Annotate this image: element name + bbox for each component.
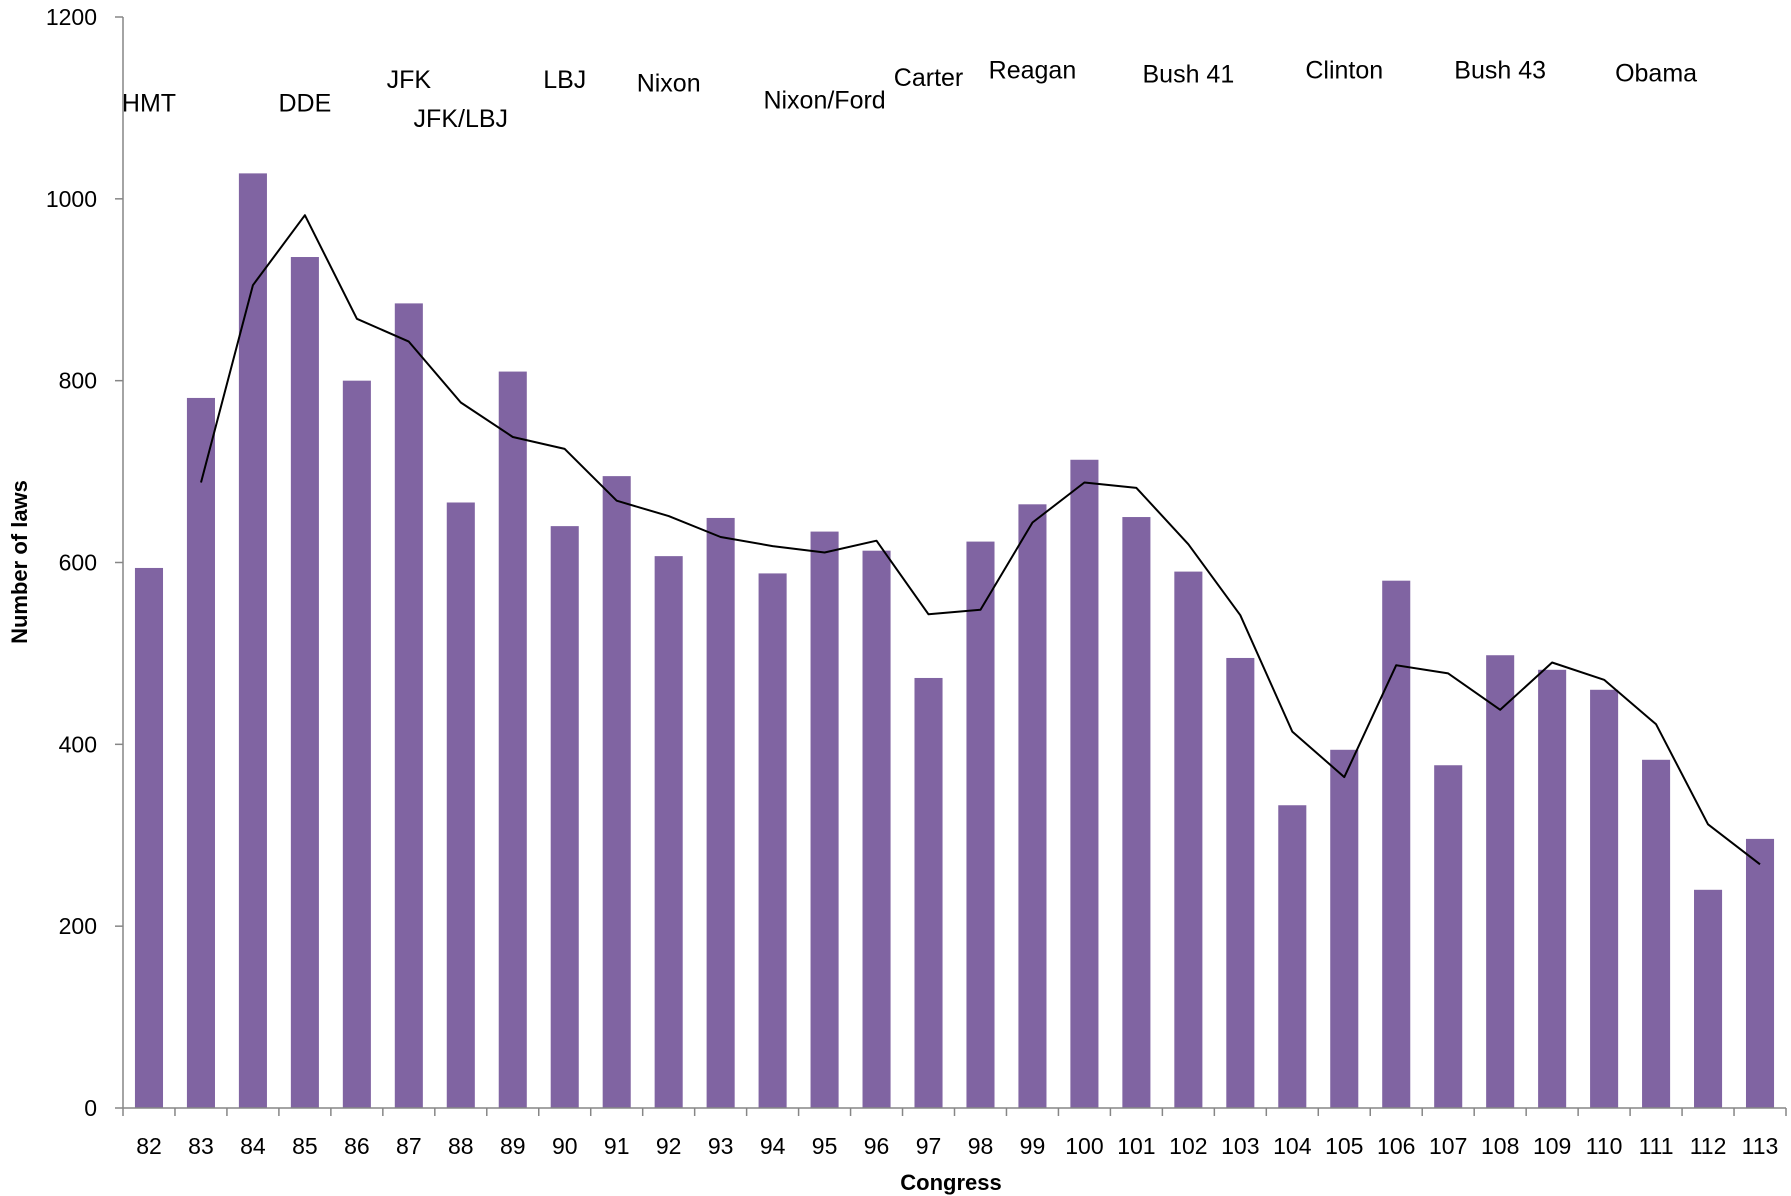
- y-axis-ticks: 0 200 400 600 800 1000 1200: [46, 4, 123, 1121]
- y-axis-title: Number of laws: [7, 480, 32, 644]
- y-tick-label: 600: [59, 550, 97, 576]
- bar-congress-83: [186, 397, 215, 1109]
- president-label: DDE: [278, 89, 331, 117]
- bar-congress-111: [1642, 759, 1671, 1108]
- x-tick-label: 85: [292, 1133, 318, 1159]
- bar-congress-86: [342, 380, 371, 1109]
- president-label: LBJ: [543, 66, 586, 94]
- bar-congress-97: [914, 677, 943, 1108]
- president-label: Nixon/Ford: [763, 87, 885, 115]
- bar-congress-104: [1278, 805, 1307, 1108]
- trend-line: [200, 214, 1761, 866]
- bar-congress-90: [550, 526, 579, 1108]
- x-tick-label: 90: [552, 1133, 578, 1159]
- x-tick-label: 100: [1065, 1133, 1103, 1159]
- x-tick-label: 93: [708, 1133, 734, 1159]
- bar-series: [134, 173, 1775, 1109]
- bar-congress-107: [1434, 765, 1463, 1108]
- x-tick-label: 104: [1273, 1133, 1312, 1159]
- bar-congress-95: [810, 531, 839, 1108]
- president-label: Carter: [894, 64, 963, 92]
- y-tick-label: 1000: [46, 186, 97, 212]
- bar-congress-82: [134, 567, 164, 1108]
- bar-congress-106: [1382, 580, 1411, 1108]
- bar-congress-102: [1174, 571, 1203, 1108]
- president-label: Nixon: [637, 69, 701, 97]
- bar-congress-92: [654, 556, 683, 1108]
- president-label: Clinton: [1305, 57, 1383, 85]
- bar-congress-110: [1590, 689, 1619, 1108]
- bar-congress-101: [1122, 517, 1151, 1108]
- x-tick-label: 97: [916, 1133, 942, 1159]
- president-label: HMT: [122, 89, 176, 117]
- bar-congress-109: [1538, 669, 1567, 1108]
- x-tick-label: 96: [864, 1133, 890, 1159]
- x-tick-label: 101: [1117, 1133, 1155, 1159]
- x-tick-label: 107: [1429, 1133, 1467, 1159]
- x-tick-label: 95: [812, 1133, 838, 1159]
- president-label: JFK: [387, 66, 432, 94]
- x-tick-label: 88: [448, 1133, 474, 1159]
- bar-congress-100: [1070, 459, 1099, 1108]
- x-tick-label: 106: [1377, 1133, 1415, 1159]
- x-tick-label: 112: [1690, 1133, 1727, 1159]
- x-tick-label: 113: [1742, 1133, 1779, 1159]
- x-axis-tick-labels: 82 83 84 85 86 87 88 89 90 91 92 93 94 95 96 97 98 99 100 1…: [122, 1108, 1787, 1159]
- bar-congress-85: [290, 257, 319, 1108]
- bar-congress-91: [602, 476, 631, 1109]
- president-label: Bush 41: [1142, 60, 1234, 88]
- y-tick-label: 1200: [46, 4, 97, 30]
- y-tick-label: 0: [84, 1095, 97, 1121]
- x-tick-label: 86: [344, 1133, 370, 1159]
- y-tick-label: 200: [59, 913, 97, 939]
- bar-congress-103: [1226, 657, 1255, 1108]
- bar-congress-96: [862, 550, 891, 1108]
- x-tick-label: 84: [240, 1133, 266, 1159]
- x-tick-label: 103: [1221, 1133, 1259, 1159]
- x-tick-label: 89: [500, 1133, 526, 1159]
- president-label: JFK/LBJ: [414, 105, 508, 133]
- president-label: Reagan: [989, 57, 1077, 85]
- x-tick-label: 108: [1481, 1133, 1519, 1159]
- x-tick-label: 110: [1586, 1133, 1623, 1159]
- x-tick-label: 83: [188, 1133, 214, 1159]
- x-axis-title: Congress: [900, 1170, 1001, 1195]
- x-tick-label: 98: [968, 1133, 994, 1159]
- bar-congress-99: [1018, 504, 1047, 1108]
- president-label: Obama: [1615, 59, 1697, 87]
- x-tick-label: 94: [760, 1133, 786, 1159]
- y-tick-label: 800: [59, 368, 97, 394]
- bar-congress-105: [1330, 749, 1359, 1108]
- bar-congress-88: [446, 502, 475, 1108]
- bar-congress-87: [394, 303, 423, 1108]
- x-tick-label: 109: [1533, 1133, 1571, 1159]
- bar-congress-108: [1486, 655, 1515, 1108]
- bar-congress-89: [498, 371, 527, 1108]
- bar-congress-94: [758, 573, 787, 1108]
- x-tick-label: 92: [656, 1133, 682, 1159]
- president-label: Bush 43: [1454, 57, 1546, 85]
- bar-congress-112: [1694, 889, 1723, 1108]
- x-tick-label: 99: [1020, 1133, 1046, 1159]
- y-tick-label: 400: [59, 731, 97, 757]
- x-tick-label: 105: [1325, 1133, 1363, 1159]
- bar-congress-93: [706, 517, 735, 1108]
- x-tick-label: 87: [396, 1133, 422, 1159]
- bar-congress-113: [1745, 838, 1775, 1108]
- x-tick-label: 82: [136, 1133, 162, 1159]
- x-tick-label: 91: [604, 1133, 630, 1159]
- president-labels: HMT DDE JFK JFK/LBJ LBJ Nixon Nixon/Ford Carter…: [122, 57, 1697, 133]
- bar-congress-98: [966, 541, 995, 1108]
- bar-congress-84: [238, 173, 267, 1109]
- x-tick-label: 111: [1639, 1133, 1674, 1159]
- x-tick-label: 102: [1169, 1133, 1207, 1159]
